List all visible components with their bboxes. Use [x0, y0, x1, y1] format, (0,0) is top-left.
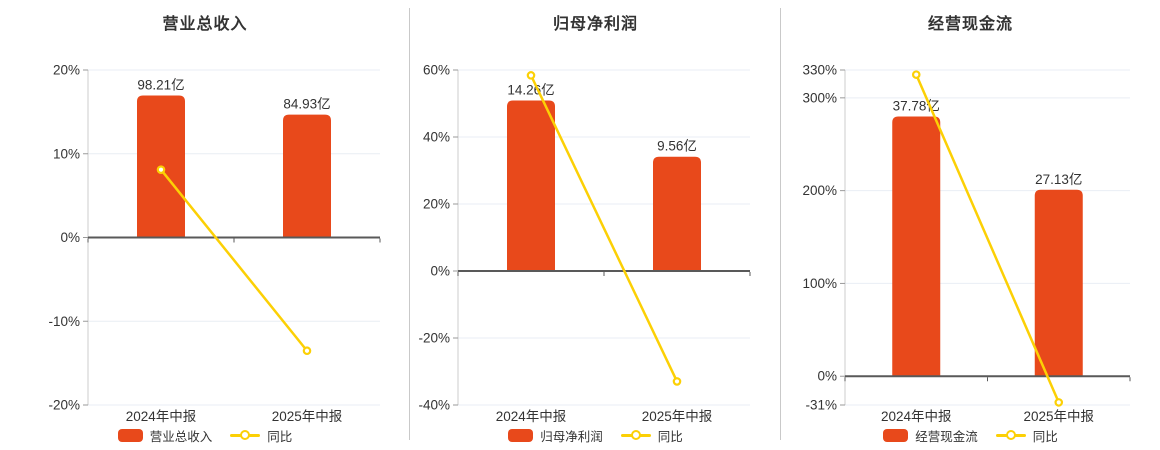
legend-item-bar-series[interactable]: 营业总收入	[117, 426, 213, 445]
y-tick-label: 20%	[53, 63, 80, 78]
legend-item-yoy-series[interactable]: 同比	[230, 426, 292, 445]
y-tick-label: 40%	[423, 130, 450, 145]
legend-item-bar-series[interactable]: 经营现金流	[883, 426, 978, 445]
y-tick-label: 0%	[430, 264, 450, 279]
legend-label: 营业总收入	[149, 429, 213, 444]
y-tick-label: -20%	[48, 398, 80, 413]
x-category-label: 2025年中报	[642, 409, 713, 424]
legend-circle-marker-icon	[240, 430, 251, 440]
x-category-label: 2024年中报	[496, 409, 567, 424]
chart-title: 经营现金流	[927, 16, 1013, 33]
bar-value-label: 98.21亿	[137, 77, 184, 92]
x-category-label: 2025年中报	[272, 409, 343, 424]
legend: 营业总收入 同比	[0, 426, 410, 444]
y-tick-label: -20%	[418, 331, 450, 346]
legend-label: 同比	[657, 429, 683, 444]
panel-divider	[780, 8, 781, 440]
yoy-marker-2024-mid[interactable]	[911, 70, 921, 79]
y-tick-label: -10%	[48, 314, 80, 329]
legend-bar-swatch	[508, 428, 534, 442]
bar-2024-mid[interactable]	[507, 100, 555, 271]
yoy-line[interactable]	[159, 168, 309, 352]
yoy-line[interactable]	[915, 73, 1060, 404]
bar-2025-mid[interactable]	[1034, 189, 1083, 377]
x-category-label: 2024年中报	[126, 409, 197, 424]
chart-panel-cash-flow: 经营现金流 37.78亿 27.13亿 330% 300% 200% 100% 0% -31%…	[781, 0, 1160, 450]
legend: 归母净利润 同比	[410, 426, 781, 444]
legend: 经营现金流 同比	[781, 426, 1160, 444]
bar-value-label: 14.26亿	[507, 83, 554, 98]
y-tick-label: 100%	[802, 276, 837, 291]
y-tick-label: 20%	[423, 197, 450, 212]
chart-panel-net-profit: 归母净利润 14.26亿 9.56亿 60% 40% 20% 0% -20% -40% 2024…	[410, 0, 781, 450]
chart-title: 归母净利润	[552, 16, 638, 33]
plot-area: 14.26亿 9.56亿 60% 40% 20% 0% -20% -40% 2024年中报 202…	[418, 63, 751, 424]
y-tick-label: 0%	[817, 369, 837, 384]
legend-item-bar-series[interactable]: 归母净利润	[508, 426, 603, 445]
legend-label: 同比	[267, 429, 293, 444]
y-tick-label: -40%	[418, 398, 450, 413]
legend-label: 经营现金流	[915, 429, 978, 444]
bar-value-label: 84.93亿	[283, 97, 330, 112]
y-tick-label: 200%	[802, 183, 837, 198]
y-tick-label: 330%	[802, 63, 837, 78]
legend-line-icon	[995, 430, 1026, 440]
legend-bar-swatch	[883, 428, 909, 442]
bar-2025-mid[interactable]	[283, 114, 331, 238]
yoy-marker-2025-mid[interactable]	[1054, 398, 1064, 407]
legend-line-icon	[230, 430, 261, 440]
y-tick-label: 60%	[423, 63, 450, 78]
y-tick-label: -31%	[805, 398, 837, 413]
bar-value-label: 27.13亿	[1035, 172, 1082, 187]
bar-2024-mid[interactable]	[892, 116, 941, 377]
panel-divider	[409, 8, 410, 440]
legend-label: 归母净利润	[540, 429, 603, 444]
bar-2025-mid[interactable]	[653, 156, 701, 271]
yoy-marker-2024-mid[interactable]	[156, 165, 166, 174]
yoy-marker-2025-mid[interactable]	[672, 377, 682, 386]
chart-title: 营业总收入	[162, 16, 248, 33]
legend-line-icon	[620, 430, 651, 440]
x-category-label: 2025年中报	[1023, 409, 1094, 424]
plot-area: 37.78亿27.13亿330%300%200%100%0%-31%2024年中…	[802, 63, 1131, 424]
y-tick-label: 300%	[802, 90, 837, 105]
legend-bar-swatch	[117, 428, 143, 442]
y-tick-label: 0%	[60, 230, 80, 245]
yoy-marker-2024-mid[interactable]	[526, 71, 536, 80]
legend-item-yoy-series[interactable]: 同比	[620, 426, 683, 445]
legend-circle-marker-icon	[1005, 430, 1016, 440]
yoy-line[interactable]	[529, 74, 679, 383]
bar-value-label: 9.56亿	[657, 139, 697, 154]
legend-item-yoy-series[interactable]: 同比	[995, 426, 1058, 445]
legend-circle-marker-icon	[630, 430, 641, 440]
legend-label: 同比	[1032, 429, 1058, 444]
chart-panel-revenue: 营业总收入 98.21亿 84.93亿 20% 10% 0% -10% -20% 2024年中…	[0, 0, 410, 450]
y-tick-label: 10%	[53, 146, 80, 161]
yoy-marker-2025-mid[interactable]	[302, 346, 312, 356]
plot-area: 98.21亿 84.93亿 20% 10% 0% -10% -20% 2024年中报 2025年…	[48, 63, 381, 424]
x-category-label: 2024年中报	[881, 409, 952, 424]
